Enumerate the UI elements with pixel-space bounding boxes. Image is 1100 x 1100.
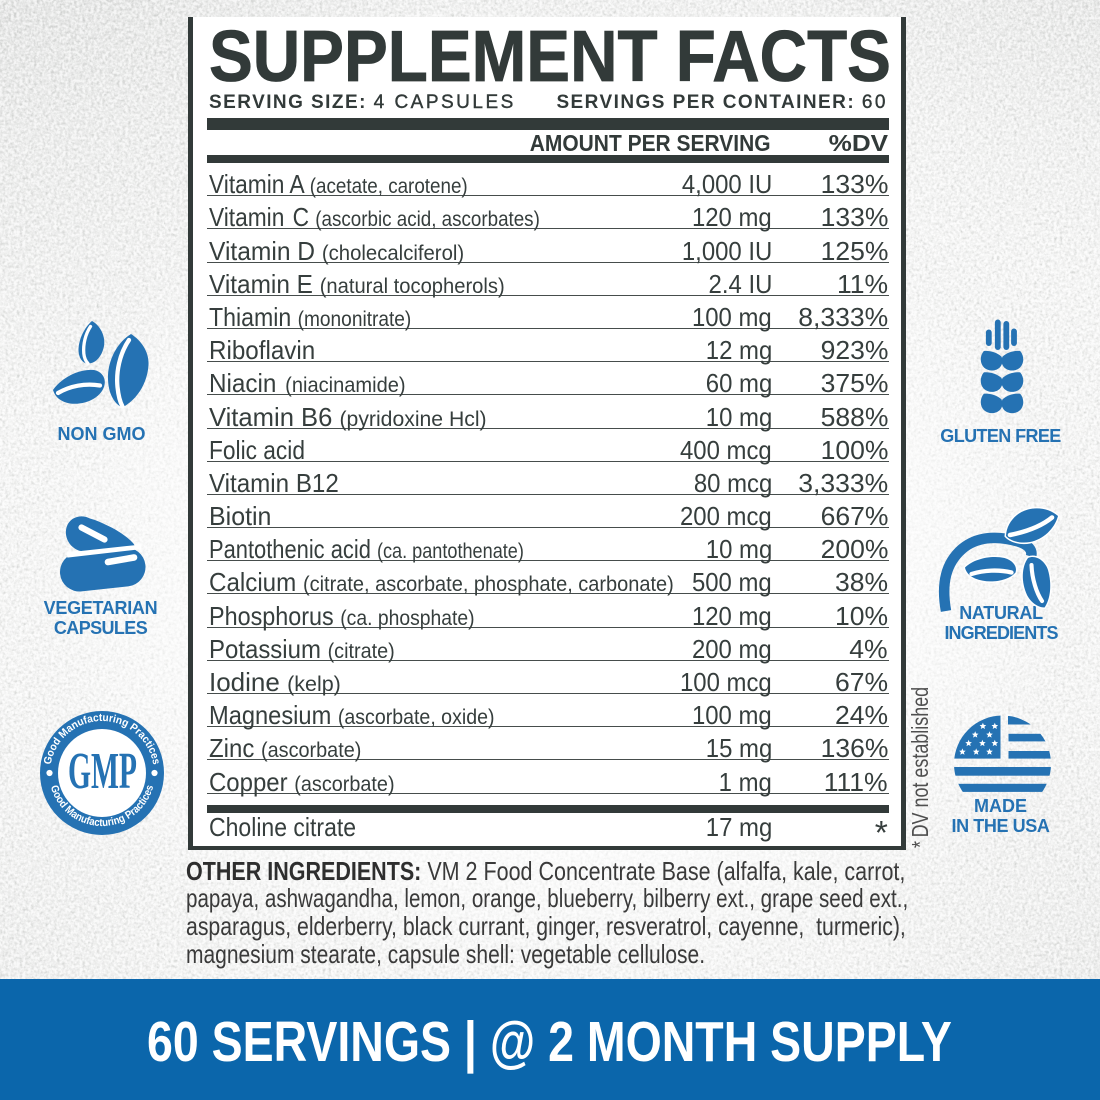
svg-text:GMP: GMP: [68, 743, 137, 800]
